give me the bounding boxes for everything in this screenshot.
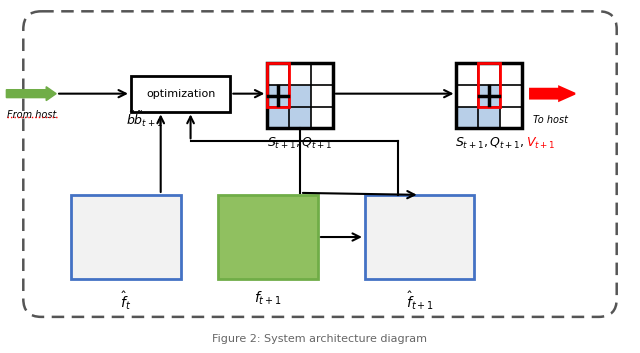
Text: To host: To host [533,115,568,125]
Bar [268,63,289,107]
Text: $\hat{f}_{t+1}$: $\hat{f}_{t+1}$ [406,289,433,312]
Text: $\tilde{b}\tilde{b}_{t+1}$: $\tilde{b}\tilde{b}_{t+1}$ [126,109,163,129]
Text: From host: From host [8,109,57,120]
Bar [289,85,311,107]
Text: $S_{t+1}, Q_{t+1}$: $S_{t+1}, Q_{t+1}$ [268,136,333,151]
Text: $V_{t+1}$: $V_{t+1}$ [526,136,556,151]
Text: $S_{t+1}, Q_{t+1}, $: $S_{t+1}, Q_{t+1}, $ [454,136,524,151]
Text: Figure 2: System architecture diagram: Figure 2: System architecture diagram [212,334,428,344]
Bar [218,195,318,279]
Bar [268,63,333,128]
Bar [456,63,522,128]
Bar [268,85,289,107]
FancyArrow shape [6,87,56,101]
Text: $\hat{f}_t$: $\hat{f}_t$ [120,289,131,312]
Bar [268,107,289,128]
Bar [478,85,500,107]
Text: optimization: optimization [146,89,215,98]
Bar [131,76,230,112]
Text: $f_{t+1}$: $f_{t+1}$ [254,289,282,306]
Bar [71,195,180,279]
Bar [478,107,500,128]
Bar [365,195,474,279]
Bar [478,63,500,107]
Polygon shape [530,87,575,101]
Bar [289,107,311,128]
Bar [456,107,478,128]
